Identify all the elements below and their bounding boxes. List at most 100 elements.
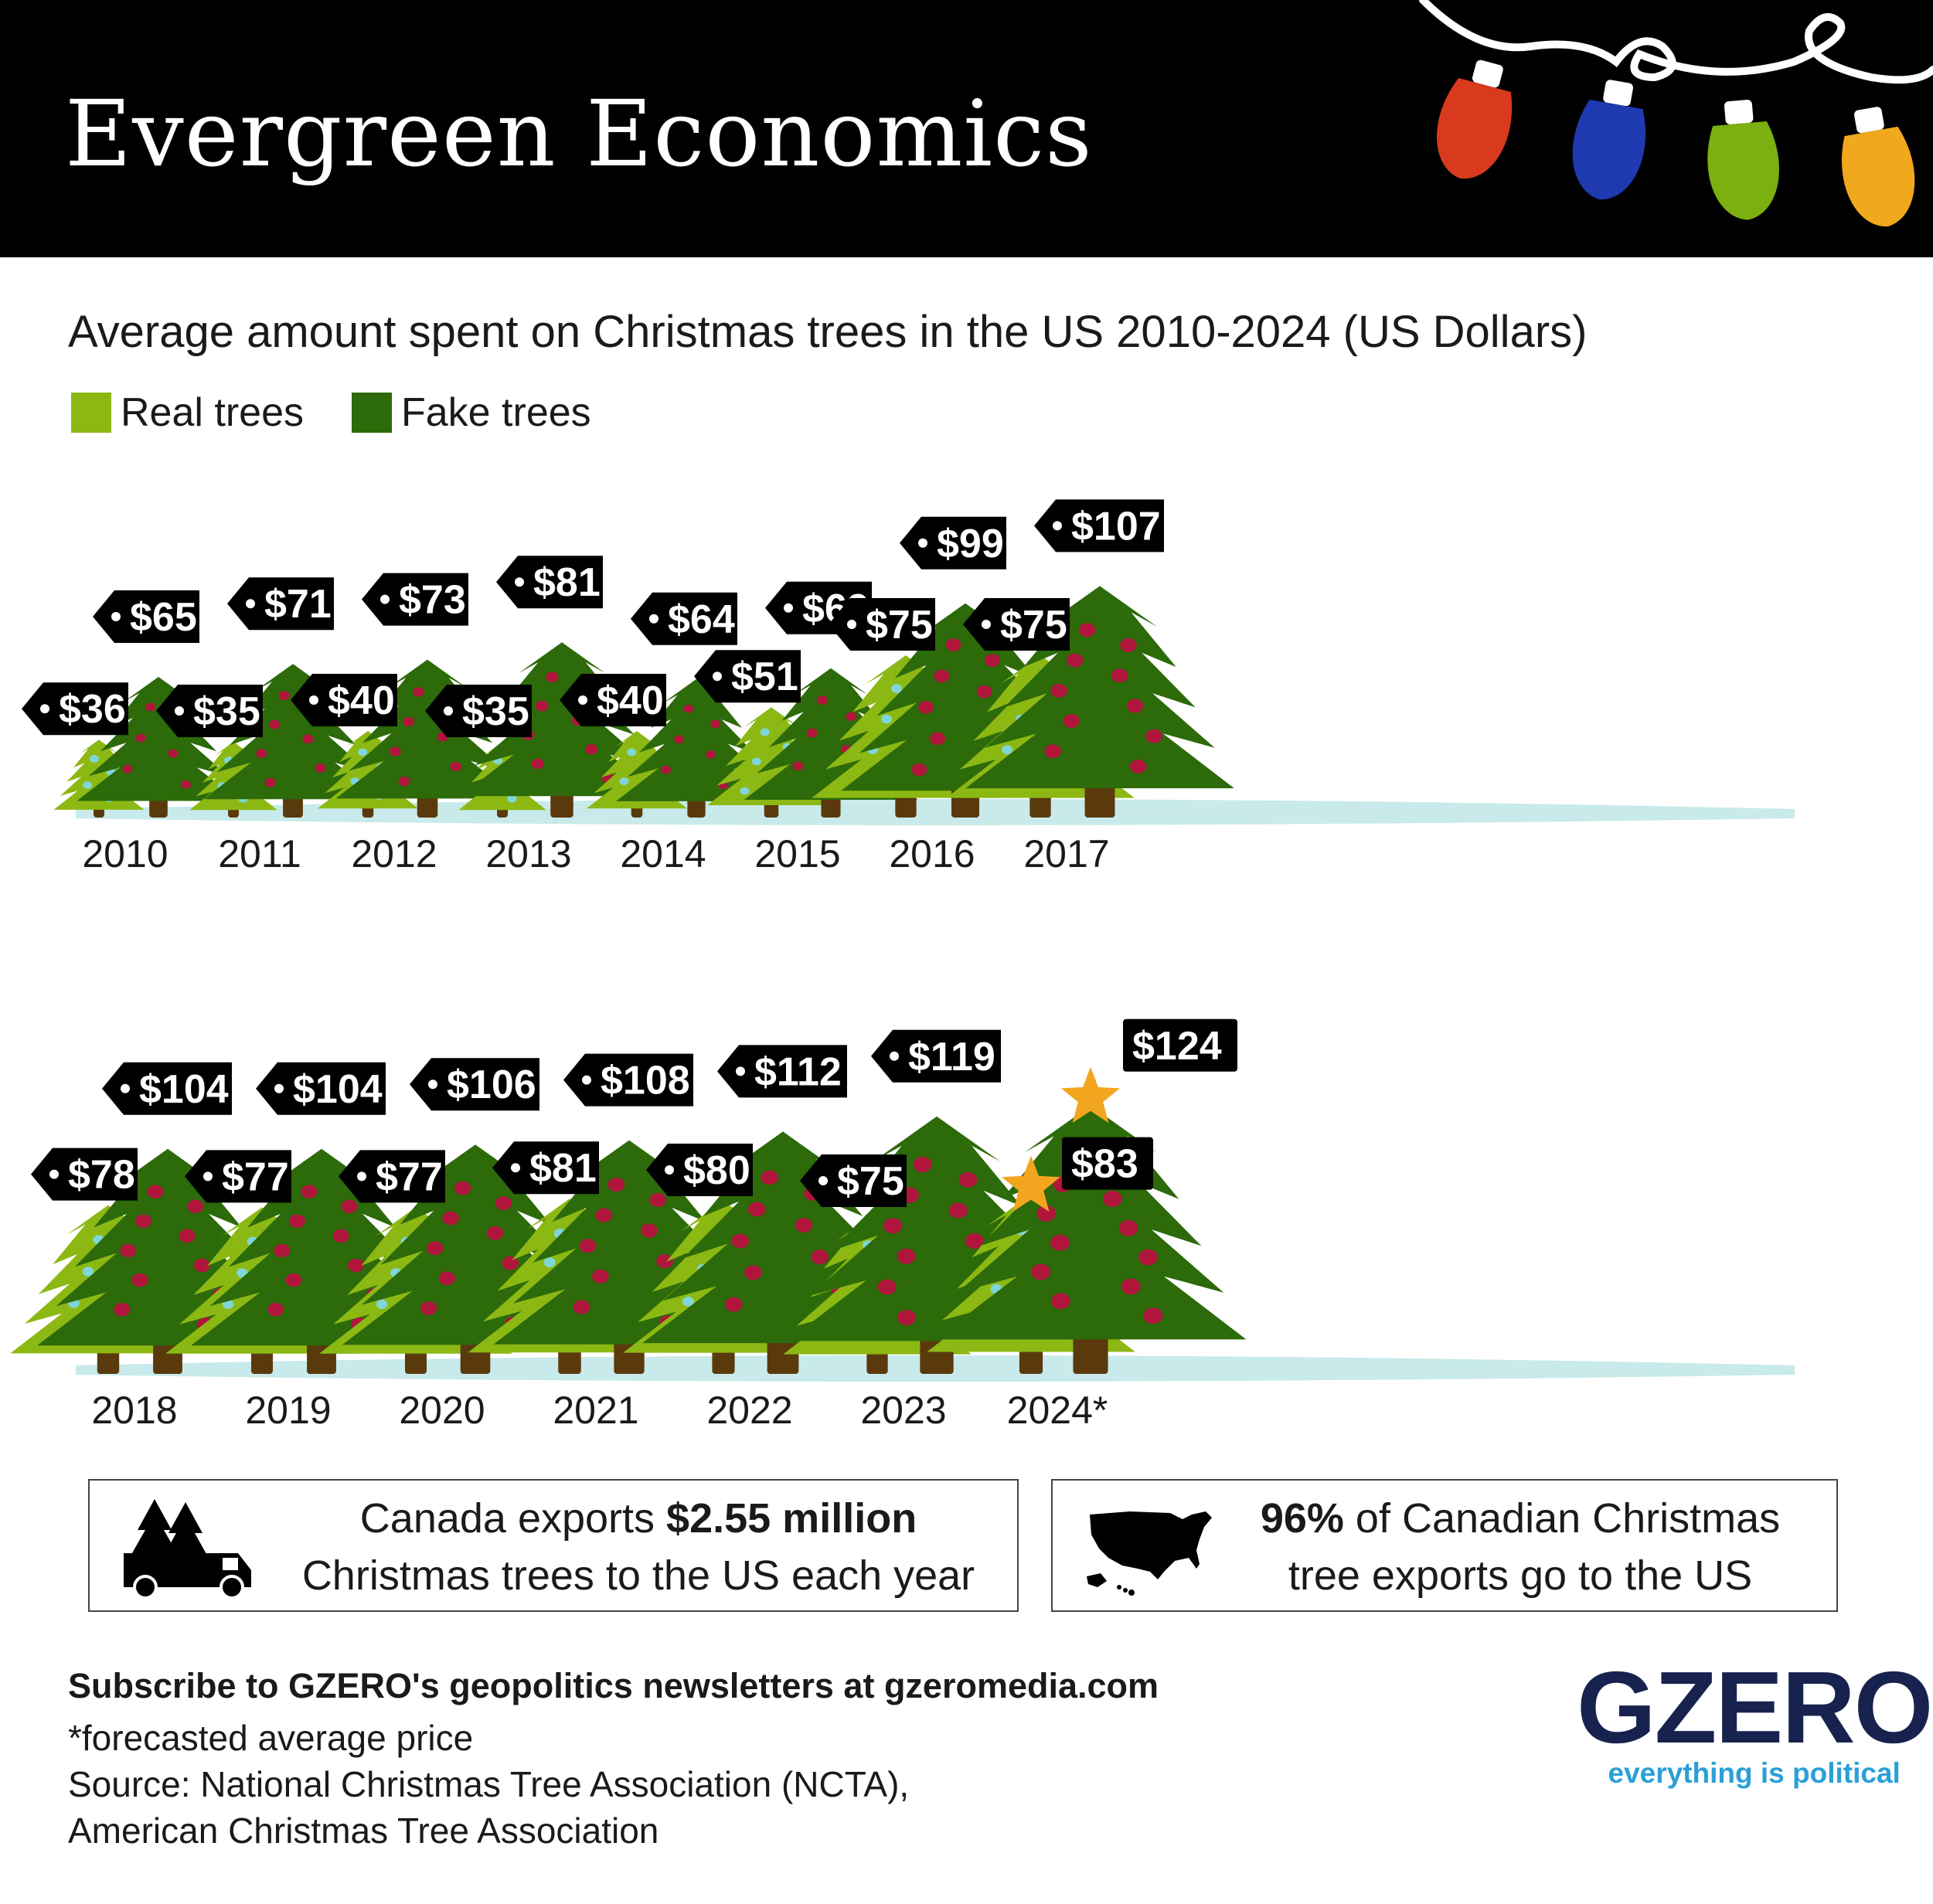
fake-tree-2021-ornament xyxy=(649,1192,667,1207)
price-tag-fake-2013-text: $81 xyxy=(533,560,601,605)
fake-tree-2012-ornament xyxy=(413,687,424,697)
fake-tree-2021-ornament xyxy=(595,1208,613,1222)
fake-tree-2024*-ornament xyxy=(1050,1234,1070,1251)
logo-wordmark: GZERO xyxy=(1577,1651,1933,1764)
fake-tree-2012-ornament xyxy=(450,761,462,772)
price-tag-fake-2015-hole xyxy=(784,603,793,613)
price-tag-real-2023-shape xyxy=(800,1154,907,1207)
fake-tree-2023-ornament xyxy=(897,1248,916,1264)
price-tag-fake-2017-hole xyxy=(1053,521,1062,531)
price-tag-real-2013-hole xyxy=(444,706,453,716)
blue-bulb-icon xyxy=(1572,80,1646,200)
fake-tree-2017-ornament xyxy=(1145,729,1162,743)
fake-tree-2011-ornament xyxy=(315,763,326,773)
real-tree-2022-trunk xyxy=(712,1349,735,1374)
fake-tree-2023-ornament xyxy=(897,1310,917,1326)
year-label-2021: 2021 xyxy=(553,1389,638,1432)
real-tree-2017-ornament xyxy=(1002,745,1013,755)
price-tag-fake-2021: $108 xyxy=(563,1053,693,1107)
real-tree-2015-ornament xyxy=(760,728,770,736)
fake-tree-2019-ornament xyxy=(274,1243,291,1258)
price-tag-fake-2011: $71 xyxy=(227,577,334,631)
price-tag-real-2018-text: $78 xyxy=(68,1153,135,1198)
tree-chart: $36 $65 2010 $35 $71 2011 $40 $73 2012 $35 $81 2013… xyxy=(10,499,1795,1432)
price-tag-real-2011-text: $35 xyxy=(193,689,260,734)
price-tag-real-2015-text: $51 xyxy=(731,654,798,699)
fake-tree-2021-ornament xyxy=(591,1269,609,1284)
legend-fake-swatch xyxy=(352,393,392,433)
fake-tree-2012-foliage xyxy=(335,659,519,799)
legend-real: Real trees xyxy=(71,389,304,436)
price-tag-real-2012-text: $40 xyxy=(328,678,395,723)
fake-tree-2019-ornament xyxy=(289,1214,306,1229)
fake-tree-2017-ornament xyxy=(1129,759,1147,774)
price-tag-fake-2011-hole xyxy=(246,599,255,609)
price-tag-fake-2021-shape xyxy=(563,1053,693,1107)
price-tag-fake-2010: $65 xyxy=(93,590,199,643)
real-tree-2019-trunk xyxy=(250,1350,274,1374)
price-tag-fake-2024*-shape xyxy=(1123,1018,1237,1072)
year-label-2011: 2011 xyxy=(218,832,301,876)
fake-tree-2017-ornament xyxy=(1111,668,1128,683)
year-label-2019: 2019 xyxy=(245,1389,331,1432)
fake-tree-2015-ornament xyxy=(846,712,857,722)
fake-tree-2018-ornament xyxy=(179,1229,196,1243)
fact-exports-suffix: Christmas trees to the US each year xyxy=(301,1552,975,1599)
real-tree-2013-ornament xyxy=(507,794,517,803)
price-tag-fake-2023: $119 xyxy=(871,1029,1001,1083)
fake-tree-2020-ornament xyxy=(502,1256,519,1270)
real-tree-2023-trunk xyxy=(866,1351,888,1374)
price-tag-real-2013-text: $35 xyxy=(462,689,529,734)
fake-tree-2012-ornament xyxy=(403,716,415,727)
fake-tree-2024*-trunk xyxy=(1073,1336,1108,1374)
fake-tree-2011-ornament xyxy=(269,719,281,729)
fake-tree-2015-trunk xyxy=(821,796,841,818)
truck-with-trees-icon xyxy=(124,1499,251,1600)
year-label-2020: 2020 xyxy=(399,1389,485,1432)
price-tag-real-2021-shape xyxy=(492,1141,599,1195)
fake-tree-2012-trunk xyxy=(417,795,438,818)
price-tag-real-2022-shape xyxy=(646,1144,753,1196)
price-tag-fake-2018-shape xyxy=(102,1062,232,1115)
fake-tree-2019-ornament xyxy=(285,1273,302,1287)
price-tag-fake-2014-shape xyxy=(631,592,737,645)
fake-tree-2023-ornament xyxy=(965,1233,984,1250)
fake-tree-2015-ornament xyxy=(806,728,818,738)
price-tag-real-2016-text: $75 xyxy=(866,603,933,648)
price-tag-fake-2016-hole xyxy=(918,538,927,548)
fake-tree-2018-ornament xyxy=(131,1273,148,1287)
fake-tree-2020-ornament xyxy=(495,1196,512,1210)
fake-tree-2022-ornament xyxy=(747,1202,766,1217)
price-tag-fake-2023-hole xyxy=(890,1051,899,1061)
fake-tree-2010-ornament xyxy=(180,780,192,789)
price-tag-real-2016-hole xyxy=(847,620,856,629)
price-tag-fake-2022-hole xyxy=(736,1066,745,1076)
fake-tree-2019-ornament xyxy=(301,1185,318,1198)
real-tree-2018-ornament xyxy=(82,1266,94,1277)
forecast-note: *forecasted average price xyxy=(68,1718,474,1758)
fact-exports-prefix: Canada exports xyxy=(359,1495,667,1542)
year-label-2022: 2022 xyxy=(706,1389,792,1432)
price-tag-fake-2019-shape xyxy=(256,1062,386,1115)
year-label-2015: 2015 xyxy=(754,832,840,876)
fake-tree-2023-ornament xyxy=(883,1218,903,1234)
fake-tree-2011-ornament xyxy=(256,749,267,759)
price-tag-fake-2018-text: $104 xyxy=(139,1067,229,1112)
legend-real-label: Real trees xyxy=(121,390,304,435)
price-tag-real-2012-hole xyxy=(309,695,318,705)
fake-tree-2013-ornament xyxy=(585,743,598,755)
gzero-logo: GZERO everything is political xyxy=(1577,1651,1933,1790)
price-tag-real-2018-shape xyxy=(31,1148,138,1201)
year-label-2018: 2018 xyxy=(91,1389,177,1432)
fake-tree-2020-ornament xyxy=(427,1241,444,1256)
price-tag-fake-2012-shape xyxy=(362,573,468,626)
fake-tree-2024*-foliage xyxy=(934,1105,1247,1340)
fake-tree-2019-ornament xyxy=(341,1199,358,1213)
fake-tree-2024*-ornament xyxy=(1121,1278,1141,1295)
year-label-2013: 2013 xyxy=(485,832,571,876)
fake-tree-2010-ornament xyxy=(145,702,156,712)
forecast-star-fake-2024* xyxy=(1061,1066,1120,1124)
price-tag-fake-2020-text: $106 xyxy=(447,1062,536,1107)
price-tag-real-2016-shape xyxy=(829,598,935,651)
price-tag-real-2017: $75 xyxy=(963,598,1070,651)
